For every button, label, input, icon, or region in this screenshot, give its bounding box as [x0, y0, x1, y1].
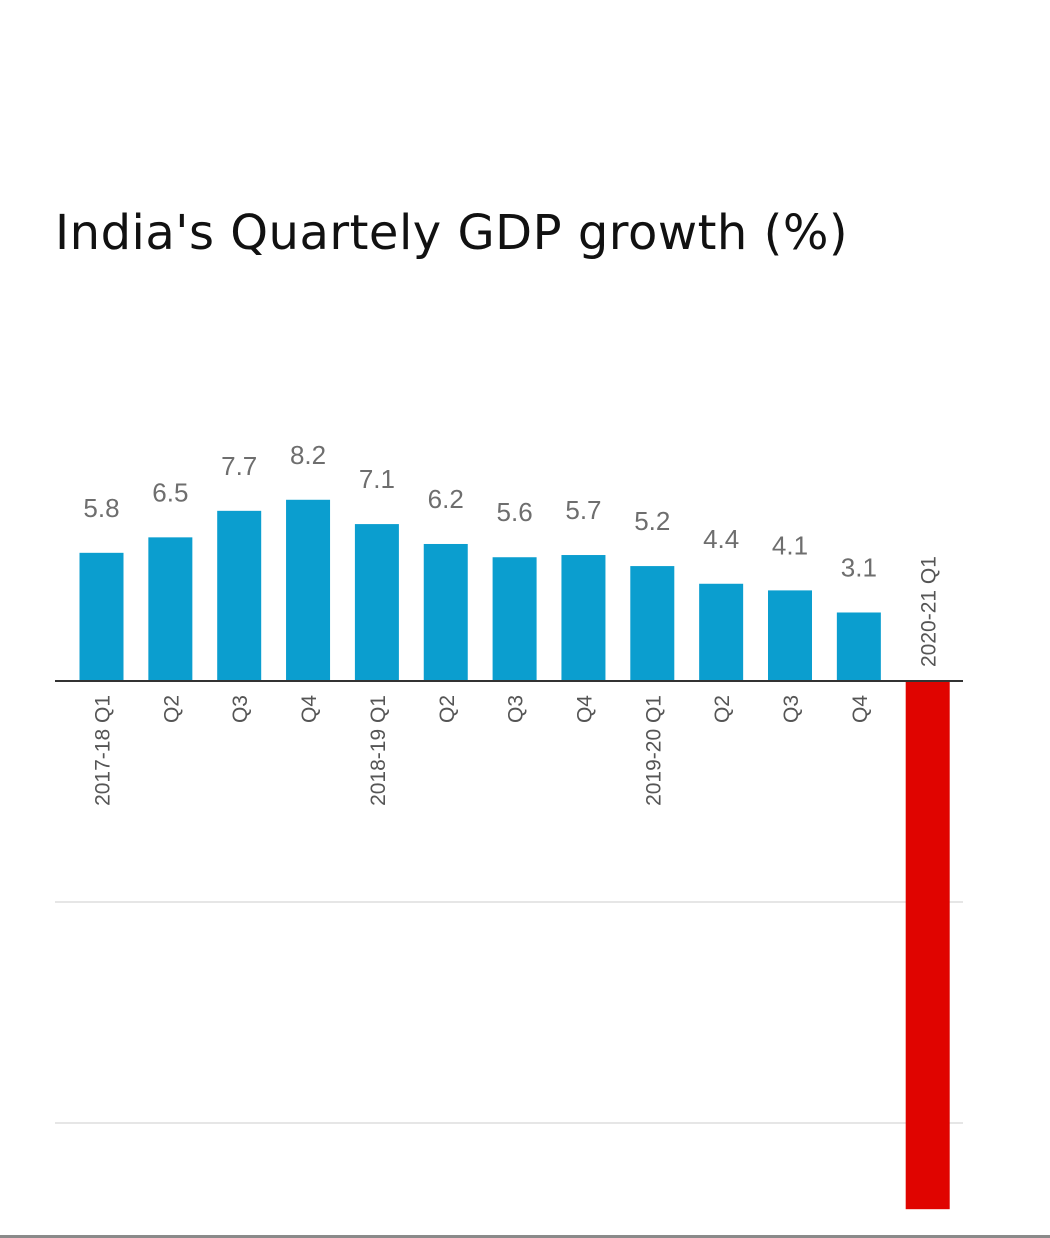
x-tick-label: Q4: [298, 695, 321, 723]
bar-value-label: 4.4: [703, 524, 739, 554]
bar-value-label: 7.1: [359, 464, 395, 494]
x-tick-label: 2019-20 Q1: [642, 695, 665, 806]
bar: [354, 524, 399, 681]
x-tick-label: Q3: [505, 695, 528, 723]
bar-value-label: 8.2: [290, 440, 326, 470]
x-tick-label: 2017-18 Q1: [92, 695, 115, 806]
bar-value-label: 6.2: [428, 484, 464, 514]
bar: [836, 612, 881, 681]
bottom-edge-divider: [0, 1235, 1050, 1238]
bar: [561, 555, 606, 681]
bar-negative: [905, 681, 950, 1210]
bar-value-label: 5.8: [83, 493, 119, 523]
x-tick-label: Q2: [160, 695, 183, 723]
x-tick-label: 2018-19 Q1: [367, 695, 390, 806]
bar: [217, 510, 262, 681]
bar: [768, 590, 812, 681]
chart-title: India's Quartely GDP growth (%): [55, 205, 849, 261]
bar-value-label: 3.1: [841, 552, 877, 582]
bar: [148, 537, 193, 681]
bar-value-label: 6.5: [152, 477, 188, 507]
bar: [286, 499, 331, 681]
bar-value-label: 5.7: [565, 495, 601, 525]
bar: [79, 552, 124, 681]
bar: [699, 583, 744, 681]
x-tick-label: Q3: [780, 695, 803, 723]
bar: [492, 557, 537, 681]
x-tick-label: Q2: [711, 695, 734, 723]
bar: [630, 566, 675, 681]
x-tick-label: Q2: [436, 695, 459, 723]
bar-value-label: 7.7: [221, 451, 257, 481]
bar-value-label: 5.2: [634, 506, 670, 536]
x-tick-label: Q4: [573, 695, 596, 723]
x-tick-label: Q3: [229, 695, 252, 723]
bar-value-label: 5.6: [497, 497, 533, 527]
bar-value-label: 4.1: [772, 530, 808, 560]
x-tick-label: Q4: [849, 695, 872, 723]
x-tick-label: 2020-21 Q1: [918, 556, 941, 667]
bar: [423, 543, 468, 681]
